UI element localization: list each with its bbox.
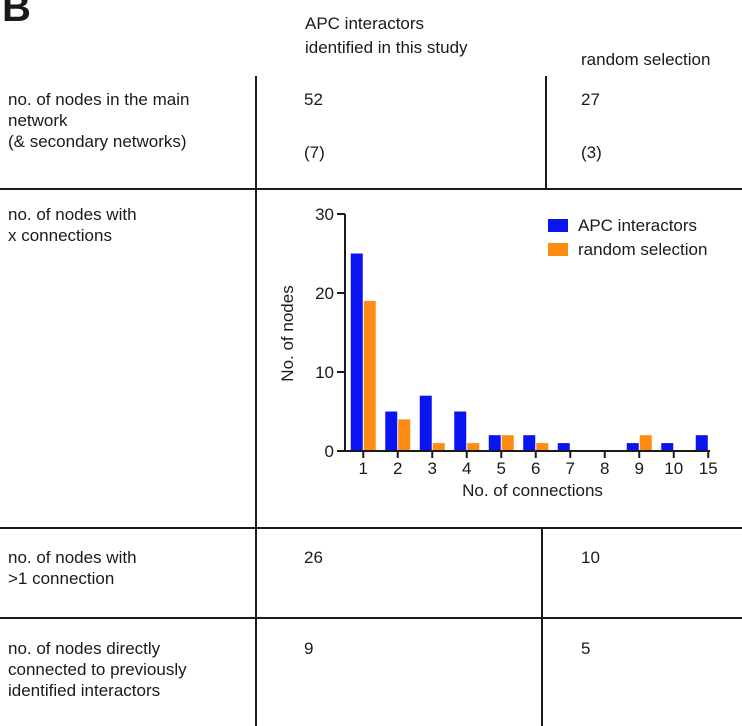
- bar-apc-1: [350, 253, 363, 451]
- legend-swatch-apc: [548, 219, 568, 232]
- row-label-gt1-connection: no. of nodes with >1 connection: [8, 548, 137, 588]
- bar-apc-10: [661, 443, 674, 451]
- bar-random-1: [363, 300, 376, 451]
- x-tick-label: 5: [497, 459, 506, 478]
- random-gt1-value: 10: [581, 548, 600, 567]
- apc-secondary-network-value: (7): [304, 143, 325, 162]
- x-axis-title: No. of connections: [462, 481, 603, 500]
- connections-bar-chart: 0 10 20 30 1 2 3 4 5 6 7 8 9 10 15 No. of nodes No. o…: [278, 205, 718, 500]
- x-tick-label: 4: [462, 459, 471, 478]
- bar-random-6: [536, 443, 549, 451]
- chart-legend: APC interactors random selection: [548, 216, 707, 259]
- panel-label: B: [2, 0, 31, 30]
- bar-random-4: [467, 443, 480, 451]
- row-label-direct-connections: no. of nodes directly connected to previ…: [8, 639, 187, 700]
- x-tick-label: 6: [531, 459, 540, 478]
- bar-apc-6: [523, 435, 536, 451]
- row-label-main-network: no. of nodes in the main network (& seco…: [8, 90, 190, 151]
- x-tick-label: 9: [635, 459, 644, 478]
- x-tick-label: 1: [359, 459, 368, 478]
- y-ticks: 0 10 20 30: [315, 205, 345, 461]
- random-direct-value: 5: [581, 639, 591, 658]
- bar-random-3: [432, 443, 445, 451]
- apc-direct-value: 9: [304, 639, 314, 658]
- x-tick-label: 2: [393, 459, 402, 478]
- column-header-random: random selection: [581, 50, 711, 69]
- random-main-network-value: 27: [581, 90, 600, 109]
- bar-apc-4: [454, 411, 467, 451]
- row-label-x-connections: no. of nodes with x connections: [8, 205, 137, 245]
- bar-apc-7: [557, 443, 570, 451]
- row-divider-1: [0, 188, 742, 190]
- bar-random-2: [398, 419, 411, 451]
- x-tick-label: 10: [664, 459, 683, 478]
- x-tick-label: 15: [699, 459, 718, 478]
- x-tick-label: 8: [600, 459, 609, 478]
- column-divider-right-top: [545, 76, 547, 188]
- column-divider-left: [255, 76, 257, 726]
- bar-apc-3: [419, 395, 432, 451]
- column-divider-right-bottom: [541, 527, 543, 726]
- apc-main-network-value: 52: [304, 90, 323, 109]
- y-tick-label: 0: [325, 442, 334, 461]
- column-header-apc: APC interactors identified in this study: [305, 14, 468, 57]
- apc-gt1-value: 26: [304, 548, 323, 567]
- bar-apc-9: [626, 443, 639, 451]
- chart-bars: [350, 253, 708, 451]
- random-secondary-network-value: (3): [581, 143, 602, 162]
- x-ticks: 1 2 3 4 5 6 7 8 9 10 15: [359, 451, 718, 478]
- bar-apc-15: [695, 435, 708, 451]
- x-tick-label: 3: [428, 459, 437, 478]
- row-divider-2: [0, 527, 742, 529]
- bar-random-9: [639, 435, 652, 451]
- y-axis-title: No. of nodes: [278, 285, 297, 381]
- legend-label-random: random selection: [578, 240, 707, 259]
- y-tick-label: 30: [315, 205, 334, 224]
- y-tick-label: 10: [315, 363, 334, 382]
- bar-apc-2: [385, 411, 398, 451]
- legend-label-apc: APC interactors: [578, 216, 697, 235]
- y-tick-label: 20: [315, 284, 334, 303]
- bar-random-5: [501, 435, 514, 451]
- x-tick-label: 7: [566, 459, 575, 478]
- legend-swatch-random: [548, 243, 568, 256]
- row-divider-3: [0, 617, 742, 619]
- bar-apc-5: [488, 435, 501, 451]
